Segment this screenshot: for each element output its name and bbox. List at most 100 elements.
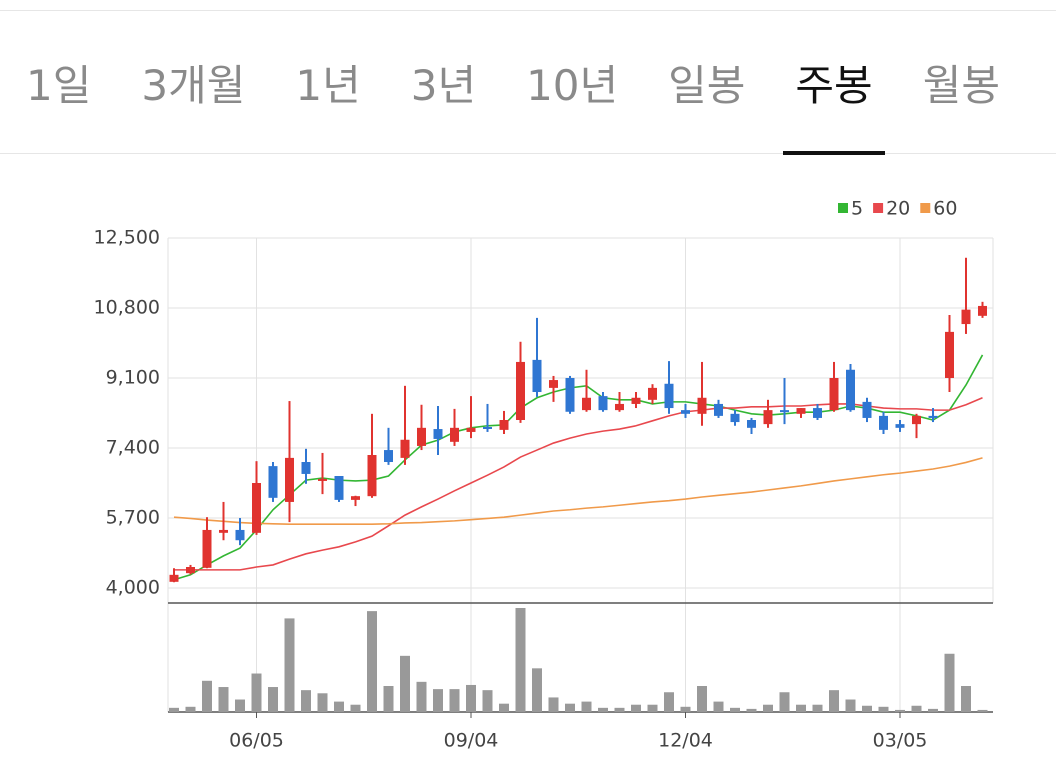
candle-body xyxy=(235,529,245,541)
volume-bar xyxy=(944,653,955,712)
candle-body xyxy=(780,410,789,413)
volume-bar xyxy=(532,668,542,712)
volume-bar xyxy=(433,689,443,712)
tab[interactable]: 1일 xyxy=(26,61,92,110)
volume-bar xyxy=(845,699,856,712)
volume-bar xyxy=(664,692,674,712)
volume-bar xyxy=(218,687,229,712)
tab[interactable]: 1년 xyxy=(295,61,361,110)
volume-bar xyxy=(383,686,394,712)
candle-body xyxy=(202,529,212,568)
candle-body xyxy=(945,331,954,378)
tab[interactable]: 월봉 xyxy=(922,61,1000,110)
volume-bar xyxy=(862,705,872,712)
volume-bar xyxy=(565,703,575,712)
volume-bar xyxy=(169,707,179,712)
candle-body xyxy=(582,397,591,411)
candle-body xyxy=(862,401,872,418)
candle-body xyxy=(301,462,311,474)
candle-body xyxy=(813,408,822,418)
volume-bar xyxy=(713,701,724,712)
tab[interactable]: 일봉 xyxy=(668,61,746,110)
candle-body xyxy=(186,567,195,574)
volume-bar xyxy=(878,706,889,712)
candle-body xyxy=(631,397,641,404)
candle-body xyxy=(664,383,674,409)
legend-label: 60 xyxy=(933,198,957,220)
x-tick-label: 12/04 xyxy=(658,730,713,752)
candle-body xyxy=(714,403,723,416)
candle-body xyxy=(681,410,690,414)
candle-body xyxy=(532,359,542,392)
candle-body xyxy=(978,305,987,316)
volume-bar xyxy=(812,704,823,712)
volume-bar xyxy=(449,689,460,712)
candle-body xyxy=(433,429,443,439)
volume-bar xyxy=(697,686,707,712)
candle-body xyxy=(417,427,426,446)
period-tabs: 1일 3개월 1년 3년 10년 일봉 주봉 월봉 xyxy=(0,10,1056,155)
x-tick-label: 06/05 xyxy=(229,730,284,752)
volume-bar xyxy=(367,611,377,712)
volume-bar xyxy=(961,686,971,712)
volume-bar xyxy=(647,704,658,712)
candle-body xyxy=(697,397,707,414)
y-tick-label: 12,500 xyxy=(94,227,160,249)
volume-bar xyxy=(515,608,526,712)
candle-body xyxy=(730,413,740,423)
tab[interactable]: 3년 xyxy=(410,61,477,110)
volume-bar xyxy=(928,708,938,712)
candle-body xyxy=(466,427,476,432)
tab[interactable]: 10년 xyxy=(526,61,619,110)
volume-bar xyxy=(466,684,476,712)
legend-label: 20 xyxy=(886,198,910,220)
candle-body xyxy=(846,369,855,411)
volume-bar xyxy=(350,704,361,712)
candle-body xyxy=(912,415,921,425)
volume-bar xyxy=(317,693,328,712)
volume-bar xyxy=(746,708,757,712)
candle-body xyxy=(384,450,393,462)
candle-body xyxy=(285,457,294,502)
candle-body xyxy=(747,420,756,428)
volume-bar xyxy=(911,705,922,712)
volume-bar xyxy=(598,707,608,712)
candle-body xyxy=(565,378,575,412)
candle-body xyxy=(400,439,410,458)
x-tick-label: 03/05 xyxy=(873,730,928,752)
candle-body xyxy=(450,427,459,442)
y-tick-label: 4,000 xyxy=(106,577,160,599)
volume-bar xyxy=(334,701,344,712)
volume-bar xyxy=(614,707,625,712)
volume-bar xyxy=(202,680,212,712)
volume-bar xyxy=(268,687,278,712)
moving-average-line xyxy=(174,397,983,571)
candle-body xyxy=(763,410,773,425)
moving-average-line xyxy=(173,354,984,581)
candle-body xyxy=(516,361,525,420)
volume-bar xyxy=(251,673,262,712)
y-tick-label: 5,700 xyxy=(106,507,160,529)
candle-body xyxy=(549,380,558,388)
y-tick-label: 10,800 xyxy=(94,297,160,319)
candle-body xyxy=(796,408,806,414)
volume-bar xyxy=(730,707,740,712)
tab[interactable]: 3개월 xyxy=(141,61,246,110)
moving-average-line xyxy=(173,457,983,525)
candle-body xyxy=(648,387,657,400)
volume-bar xyxy=(400,655,410,712)
volume-bar xyxy=(416,681,427,712)
legend-swatch xyxy=(920,203,931,213)
volume-bar xyxy=(763,704,773,712)
y-tick-label: 7,400 xyxy=(106,437,160,459)
volume-bar xyxy=(301,690,311,712)
volume-bar xyxy=(499,703,509,712)
volume-bar xyxy=(631,704,641,712)
volume-bar xyxy=(482,690,493,712)
tab[interactable]: 주봉 xyxy=(783,11,885,155)
candle-body xyxy=(598,396,608,411)
candle-body xyxy=(367,455,377,497)
candle-body xyxy=(615,403,624,411)
